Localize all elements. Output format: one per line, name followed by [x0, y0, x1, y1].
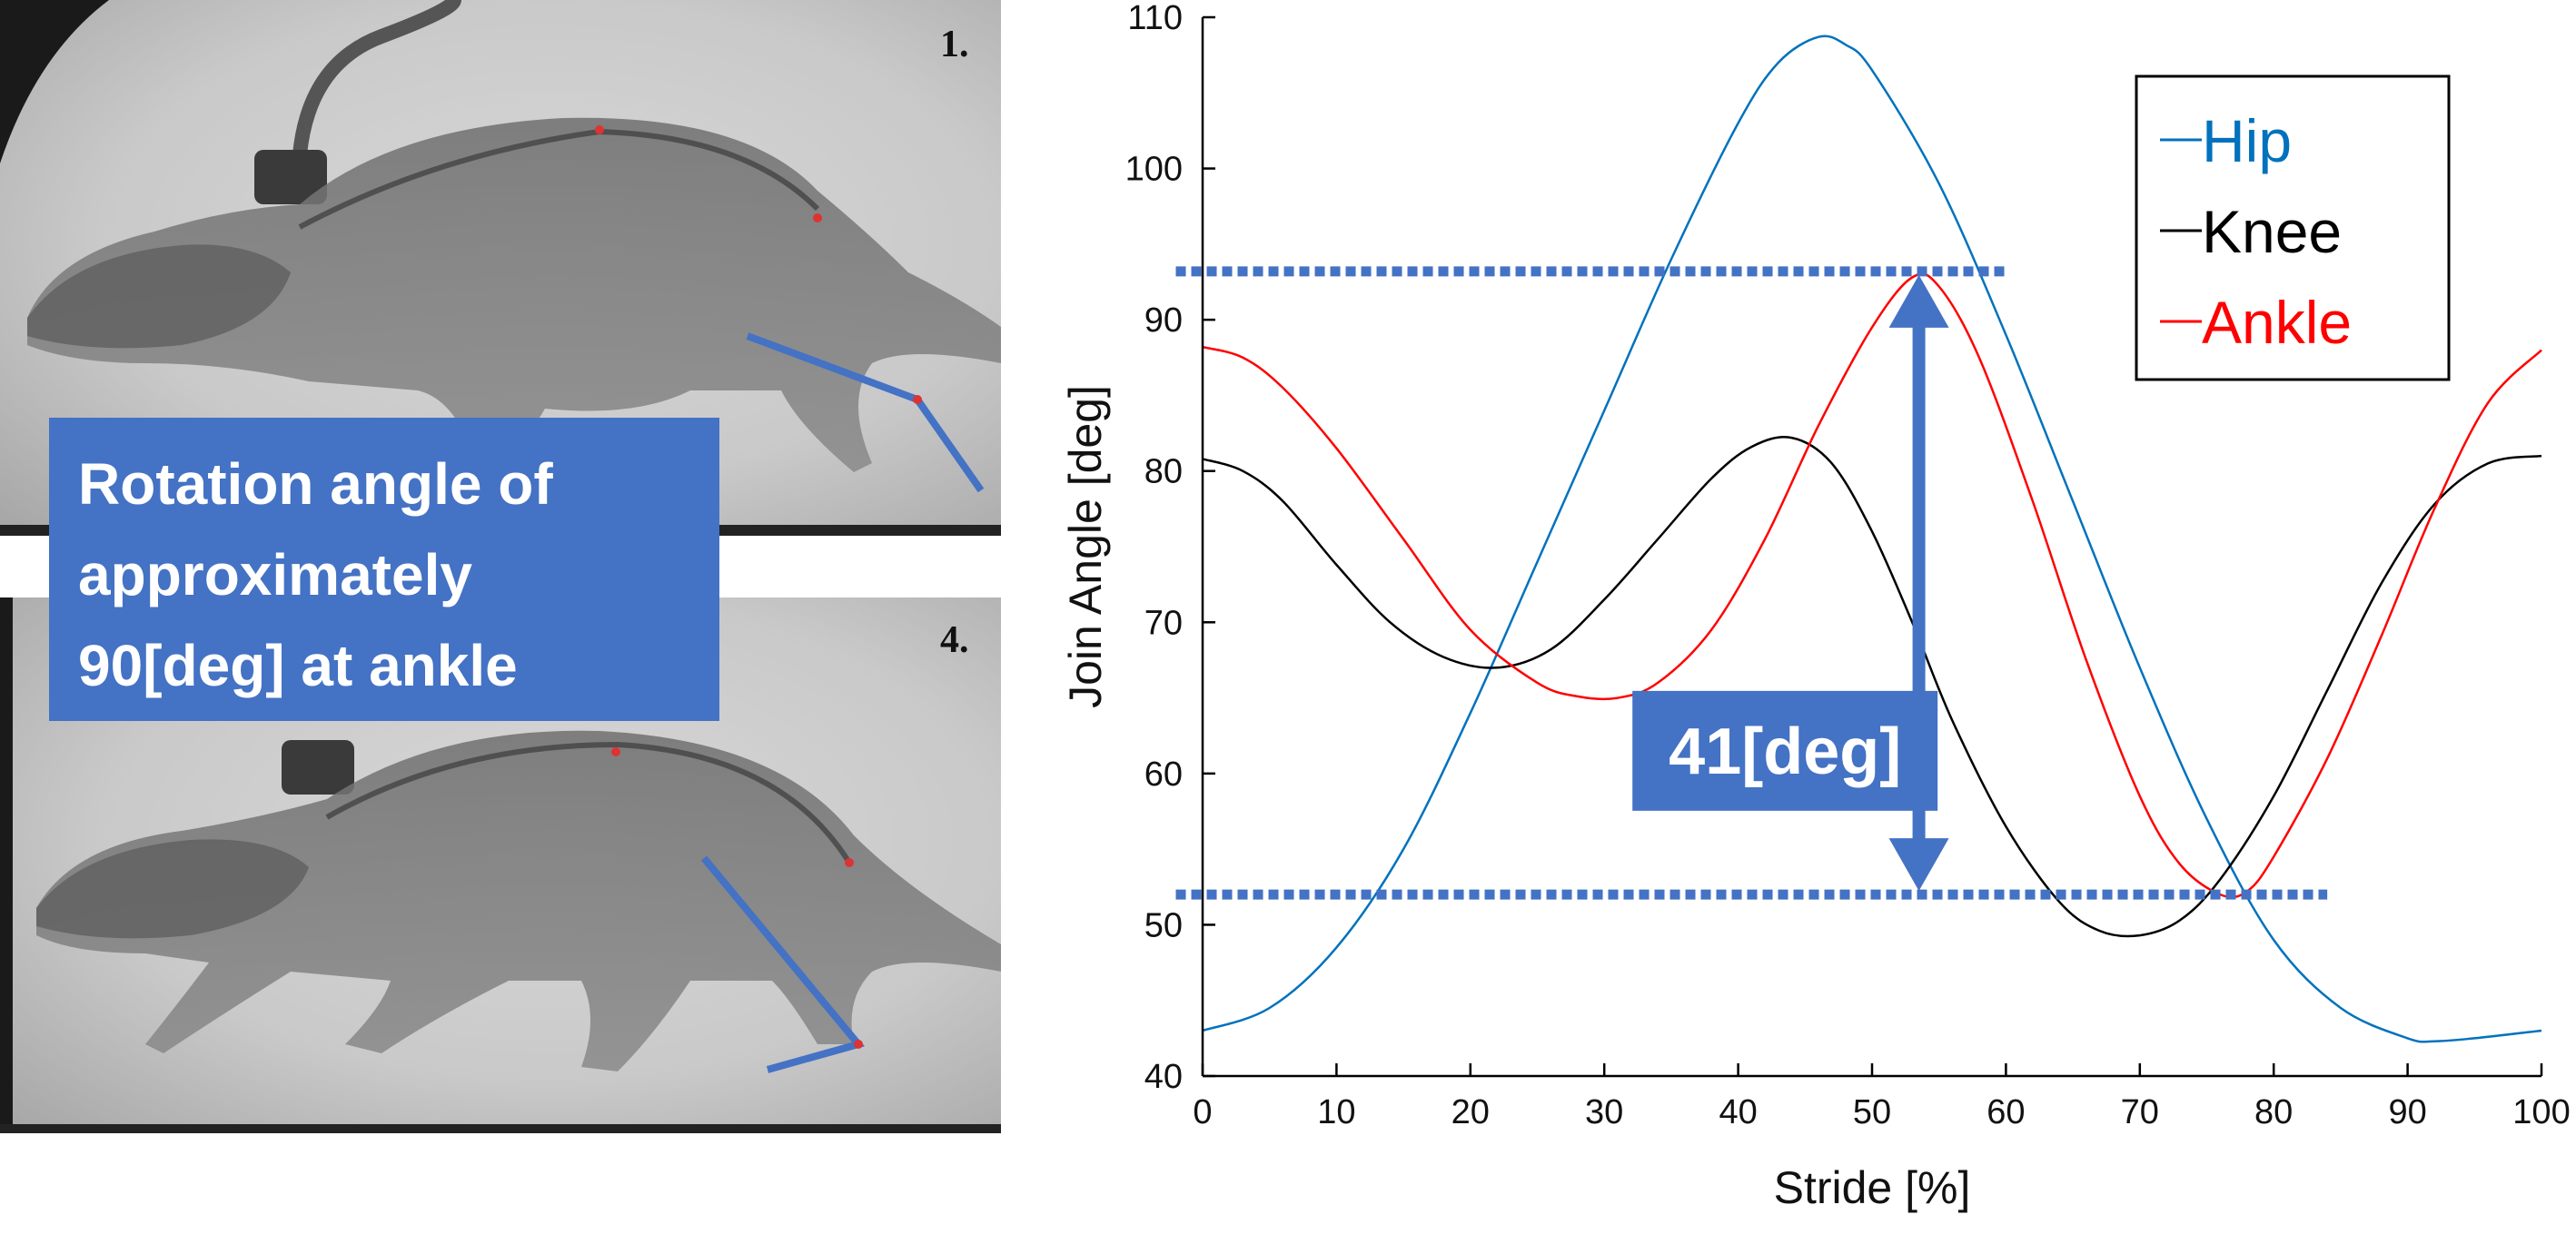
joint-marker — [845, 858, 854, 867]
legend-box — [2135, 74, 2451, 381]
rat-body-silhouette — [36, 730, 1001, 1071]
delta-label-box — [1632, 690, 1938, 811]
xray-dark-corner — [0, 0, 109, 163]
x-tick-label: 10 — [1317, 1093, 1355, 1131]
xray-bottom-edge — [0, 1124, 1001, 1133]
y-tick-label: 70 — [1144, 604, 1183, 642]
x-tick-label: 80 — [2254, 1093, 2293, 1131]
chart-legend: Hip Knee Ankle — [2135, 74, 2451, 381]
y-tick-label: 110 — [1127, 0, 1183, 37]
rat-skull — [36, 839, 309, 939]
chart-annotations: 41[deg] — [1175, 266, 2328, 900]
x-tick-label: 0 — [1193, 1093, 1212, 1131]
ankle-marker — [913, 395, 922, 404]
series-line-knee — [1202, 436, 2542, 938]
delta-label: 41[deg] — [1669, 716, 1901, 788]
joint-marker — [611, 747, 620, 756]
joint-marker — [595, 125, 604, 134]
x-tick-label: 100 — [2512, 1093, 2570, 1131]
joint-marker — [813, 213, 822, 222]
series-lines — [1202, 35, 2542, 1043]
y-axis-title: Join Angle [deg] — [1060, 385, 1111, 708]
legend-label-ankle: Ankle — [2202, 289, 2352, 356]
x-tick-label: 60 — [1986, 1093, 2025, 1131]
series-line-hip — [1202, 35, 2542, 1043]
x-tick-label: 20 — [1451, 1093, 1490, 1131]
x-tick-label: 90 — [2388, 1093, 2426, 1131]
delta-arrow-head-up — [1888, 274, 1949, 328]
legend-label-hip: Hip — [2202, 107, 2292, 174]
axis-ticks: 0 10 20 30 40 50 60 70 80 90 100 40 50 60 70 80 90 100 110 — [1125, 0, 2571, 1131]
rat-cable — [292, 0, 461, 155]
rat-spine — [325, 741, 852, 864]
joint-angle-chart: 0 10 20 30 40 50 60 70 80 90 100 40 50 60 70 80 90 100 110… — [1060, 0, 2571, 1213]
y-tick-label: 90 — [1144, 301, 1183, 340]
rat-head-implant — [254, 150, 327, 204]
rat-body-silhouette — [27, 117, 1001, 472]
x-tick-label: 30 — [1585, 1093, 1623, 1131]
ankle-marker — [854, 1040, 863, 1049]
callout-line-1: Rotation angle of — [78, 451, 553, 517]
x-tick-label: 50 — [1853, 1093, 1891, 1131]
ankle-rotation-callout: Rotation angle of approximately 90[deg] … — [49, 418, 719, 721]
y-tick-label: 60 — [1144, 755, 1183, 794]
callout-line-2: approximately — [78, 542, 472, 607]
x-axis-title: Stride [%] — [1774, 1162, 1971, 1213]
frame-number-4: 4. — [940, 619, 969, 661]
xray-dark-left-edge — [0, 597, 13, 1133]
rat-head-implant — [282, 740, 354, 795]
y-tick-label: 50 — [1144, 906, 1183, 944]
series-line-ankle — [1202, 272, 2542, 899]
delta-arrow-head-down — [1888, 838, 1949, 892]
legend-label-knee: Knee — [2202, 198, 2342, 265]
x-tick-label: 40 — [1719, 1093, 1757, 1131]
rat-skull — [27, 244, 291, 349]
y-tick-label: 80 — [1144, 453, 1183, 491]
x-tick-label: 70 — [2121, 1093, 2159, 1131]
y-tick-label: 100 — [1125, 151, 1183, 189]
y-tick-label: 40 — [1144, 1058, 1183, 1096]
callout-box — [49, 418, 719, 721]
callout-line-3: 90[deg] at ankle — [78, 633, 518, 698]
frame-number-1: 1. — [940, 24, 969, 65]
chart-axes — [1201, 17, 2541, 1078]
